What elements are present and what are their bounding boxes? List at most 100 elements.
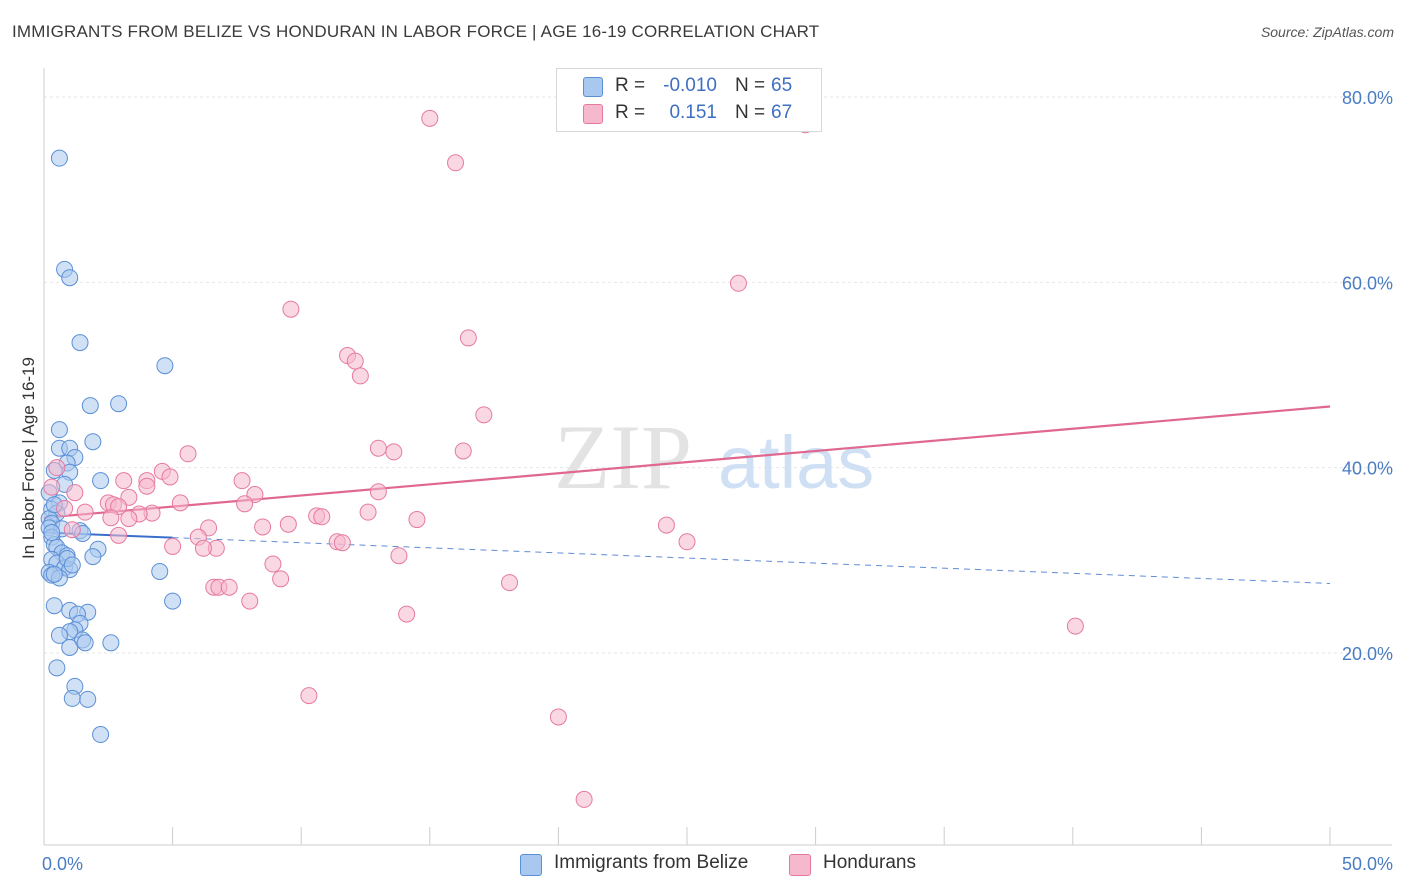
point-hondurans xyxy=(475,406,493,424)
point-hondurans xyxy=(115,472,133,490)
point-hondurans xyxy=(408,511,426,529)
point-belize xyxy=(84,433,102,451)
point-hondurans xyxy=(282,300,300,318)
point-belize xyxy=(45,597,63,615)
point-hondurans xyxy=(171,494,189,512)
point-hondurans xyxy=(447,154,465,172)
point-hondurans xyxy=(501,574,519,592)
point-belize xyxy=(110,395,128,413)
point-belize xyxy=(102,634,120,652)
y-axis-label: In Labor Force | Age 16-19 xyxy=(19,357,38,559)
series-legend: Immigrants from Belize Hondurans xyxy=(0,852,1406,878)
point-belize xyxy=(76,634,94,652)
legend-swatch-hondurans xyxy=(583,104,603,124)
point-hondurans xyxy=(421,109,439,127)
point-hondurans xyxy=(161,468,179,486)
point-hondurans xyxy=(272,570,290,588)
point-hondurans xyxy=(56,499,74,517)
point-belize xyxy=(84,548,102,566)
y-tick-label: 40.0% xyxy=(1342,459,1393,479)
point-hondurans xyxy=(241,592,259,610)
tick-labels: 20.0% 40.0% 60.0% 80.0% 0.0% 50.0% xyxy=(42,88,1393,874)
point-hondurans xyxy=(194,539,212,557)
point-hondurans xyxy=(657,516,675,534)
point-belize xyxy=(63,689,81,707)
point-hondurans xyxy=(459,329,477,347)
point-hondurans xyxy=(179,445,197,463)
point-belize xyxy=(151,562,169,580)
watermark: ZIP atlas xyxy=(554,406,874,508)
legend-r-value: -0.010 xyxy=(663,75,717,96)
point-belize xyxy=(164,592,182,610)
point-hondurans xyxy=(454,442,472,460)
point-hondurans xyxy=(351,367,369,385)
point-hondurans xyxy=(110,526,128,544)
legend-swatch-hondurans xyxy=(789,854,811,876)
point-hondurans xyxy=(575,790,593,808)
point-hondurans xyxy=(385,443,403,461)
point-hondurans xyxy=(369,439,387,457)
x-tick-label: 0.0% xyxy=(42,854,83,874)
point-hondurans xyxy=(346,352,364,370)
point-hondurans xyxy=(359,503,377,521)
point-hondurans xyxy=(254,518,272,536)
x-tick-label: 50.0% xyxy=(1342,854,1393,874)
point-belize xyxy=(50,149,68,167)
legend-n-value: 65 xyxy=(771,75,793,96)
point-hondurans xyxy=(729,274,747,292)
source-label: Source: ZipAtlas.com xyxy=(1260,24,1394,40)
point-belize xyxy=(45,565,63,583)
point-hondurans xyxy=(138,477,156,495)
watermark-atlas: atlas xyxy=(718,421,874,504)
legend-swatch-belize xyxy=(583,77,603,97)
point-hondurans xyxy=(549,708,567,726)
correlation-legend: R = -0.010 N = 65 R = 0.151 N = 67 xyxy=(556,68,822,132)
series-belize-points xyxy=(40,149,182,744)
point-hondurans xyxy=(48,459,66,477)
y-tick-label: 60.0% xyxy=(1342,273,1393,293)
legend-label-hondurans: Hondurans xyxy=(823,852,916,873)
legend-n-label: N = xyxy=(735,75,766,96)
point-belize xyxy=(156,357,174,375)
point-hondurans xyxy=(264,555,282,573)
point-hondurans xyxy=(313,508,331,526)
y-tick-label: 20.0% xyxy=(1342,644,1393,664)
legend-label-belize: Immigrants from Belize xyxy=(554,852,749,873)
point-hondurans xyxy=(279,515,297,533)
point-hondurans xyxy=(398,605,416,623)
point-belize xyxy=(81,397,99,415)
point-hondurans xyxy=(120,510,138,528)
point-hondurans xyxy=(300,687,318,705)
point-belize xyxy=(92,726,110,744)
point-belize xyxy=(92,472,110,490)
point-hondurans xyxy=(164,537,182,555)
point-belize xyxy=(50,421,68,439)
legend-n-value: 67 xyxy=(771,102,793,123)
legend-row-hondurans: R = 0.151 N = 67 xyxy=(557,100,821,128)
point-belize xyxy=(61,269,79,287)
point-hondurans xyxy=(63,521,81,539)
point-belize xyxy=(63,556,81,574)
y-tick-label: 80.0% xyxy=(1342,88,1393,108)
axes xyxy=(43,68,1392,846)
point-hondurans xyxy=(369,483,387,501)
point-hondurans xyxy=(333,534,351,552)
point-belize xyxy=(79,690,97,708)
legend-swatch-belize xyxy=(520,854,542,876)
point-hondurans xyxy=(76,503,94,521)
legend-r-value: 0.151 xyxy=(669,102,717,123)
point-hondurans xyxy=(43,478,61,496)
grid-lines xyxy=(44,96,1392,654)
point-hondurans xyxy=(220,578,238,596)
point-hondurans xyxy=(678,533,696,551)
point-belize xyxy=(50,626,68,644)
chart-title: IMMIGRANTS FROM BELIZE VS HONDURAN IN LA… xyxy=(12,22,820,41)
point-hondurans xyxy=(390,547,408,565)
point-belize xyxy=(71,334,89,352)
watermark-zip: ZIP xyxy=(554,406,692,508)
legend-row-belize: R = -0.010 N = 65 xyxy=(557,73,821,101)
legend-r-label: R = xyxy=(615,102,646,123)
point-hondurans xyxy=(233,472,251,490)
point-belize xyxy=(43,524,61,542)
